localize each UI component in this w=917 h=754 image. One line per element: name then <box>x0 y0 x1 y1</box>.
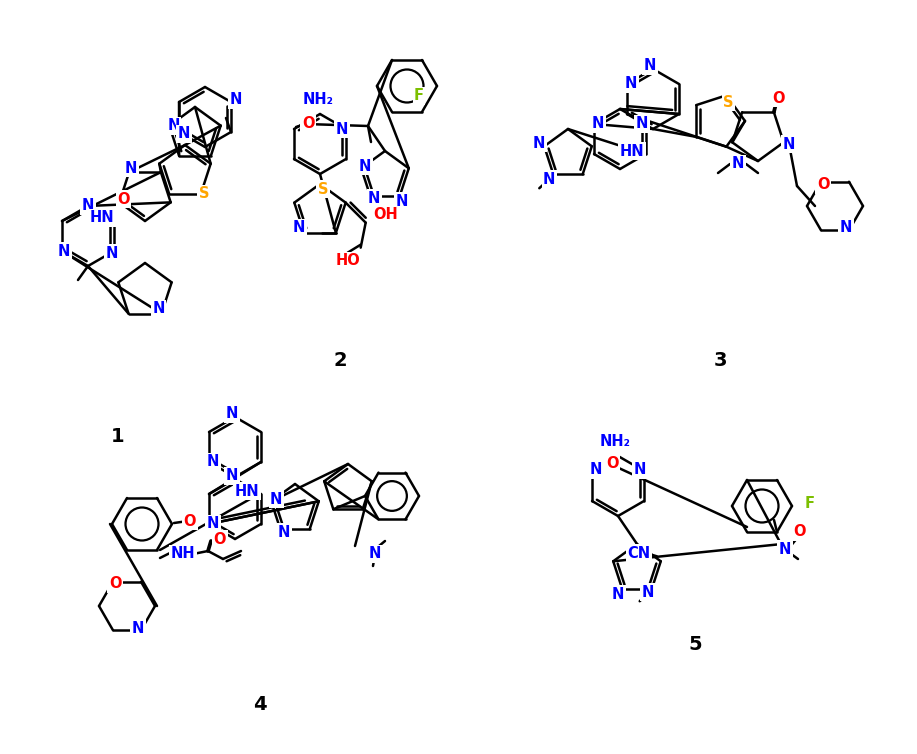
Text: N: N <box>336 121 348 136</box>
Text: N: N <box>226 468 238 483</box>
Text: 1: 1 <box>111 427 125 446</box>
Text: N: N <box>644 59 657 73</box>
Text: N: N <box>642 584 654 599</box>
Text: N: N <box>178 127 190 142</box>
Text: N: N <box>359 159 371 173</box>
Text: O: O <box>817 177 829 192</box>
Text: O: O <box>794 525 806 540</box>
Text: 2: 2 <box>333 351 347 370</box>
Text: O: O <box>302 117 315 131</box>
Text: NH₂: NH₂ <box>600 434 631 449</box>
Text: CN: CN <box>627 546 650 561</box>
Text: O: O <box>214 532 226 547</box>
Text: 5: 5 <box>688 635 702 654</box>
Text: F: F <box>805 495 815 510</box>
Text: N: N <box>293 220 305 235</box>
Text: HN: HN <box>235 483 260 498</box>
Text: N: N <box>369 547 381 562</box>
Text: N: N <box>634 462 646 477</box>
Text: N: N <box>779 541 791 556</box>
Text: O: O <box>117 192 129 207</box>
Text: N: N <box>543 172 556 187</box>
Text: N: N <box>207 455 219 470</box>
Text: NH: NH <box>171 547 195 562</box>
Text: O: O <box>183 513 196 529</box>
Text: N: N <box>732 157 745 171</box>
Text: HN: HN <box>90 210 115 225</box>
Text: O: O <box>606 455 618 470</box>
Text: 4: 4 <box>253 694 267 713</box>
Text: N: N <box>395 194 408 209</box>
Text: HN: HN <box>620 143 645 158</box>
Text: N: N <box>590 462 602 477</box>
Text: N: N <box>125 161 138 176</box>
Text: N: N <box>230 93 242 108</box>
Text: N: N <box>132 621 144 636</box>
Text: F: F <box>414 88 424 103</box>
Text: N: N <box>58 244 71 259</box>
Text: N: N <box>167 118 180 133</box>
Text: N: N <box>226 406 238 421</box>
Text: 3: 3 <box>713 351 727 370</box>
Text: N: N <box>278 525 291 540</box>
Text: N: N <box>613 587 624 602</box>
Text: N: N <box>533 136 546 151</box>
Text: N: N <box>591 117 604 131</box>
Text: S: S <box>724 95 734 110</box>
Text: N: N <box>152 301 165 316</box>
Text: HO: HO <box>336 253 360 268</box>
Text: N: N <box>82 198 94 213</box>
Text: N: N <box>624 76 637 91</box>
Text: OH: OH <box>373 207 398 222</box>
Text: N: N <box>635 117 648 131</box>
Text: N: N <box>368 191 381 206</box>
Text: N: N <box>105 246 118 260</box>
Text: N: N <box>782 136 795 152</box>
Text: S: S <box>199 186 209 201</box>
Text: O: O <box>109 576 121 591</box>
Text: NH₂: NH₂ <box>303 93 334 108</box>
Text: N: N <box>840 219 852 234</box>
Text: O: O <box>773 90 785 106</box>
Text: N: N <box>270 492 282 507</box>
Text: N: N <box>207 516 219 532</box>
Text: S: S <box>318 182 328 197</box>
